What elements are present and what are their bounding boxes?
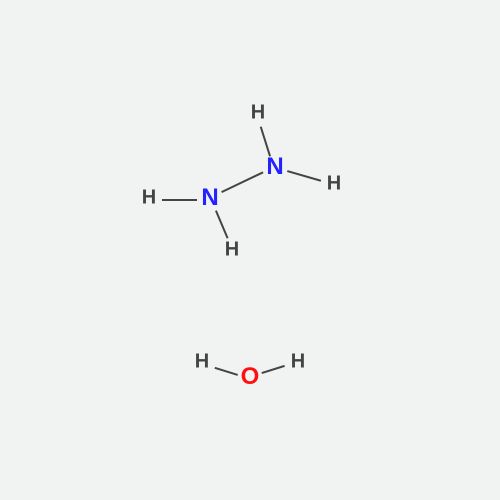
atom-H6: H (291, 351, 305, 374)
bond (260, 126, 271, 156)
bond (162, 199, 197, 201)
bond (287, 170, 322, 182)
atom-O1: O (241, 363, 260, 391)
atom-N1: N (201, 184, 218, 212)
structure-canvas: N N H H H H O H H (0, 0, 500, 500)
atom-H2: H (225, 239, 239, 262)
atom-H4: H (327, 173, 341, 196)
atom-H3: H (251, 102, 265, 125)
bond (221, 172, 263, 194)
bond (262, 365, 286, 374)
atom-N2: N (266, 153, 283, 181)
atom-H1: H (142, 187, 156, 210)
bond (215, 210, 229, 239)
bond (214, 367, 238, 376)
atom-H5: H (195, 351, 209, 374)
